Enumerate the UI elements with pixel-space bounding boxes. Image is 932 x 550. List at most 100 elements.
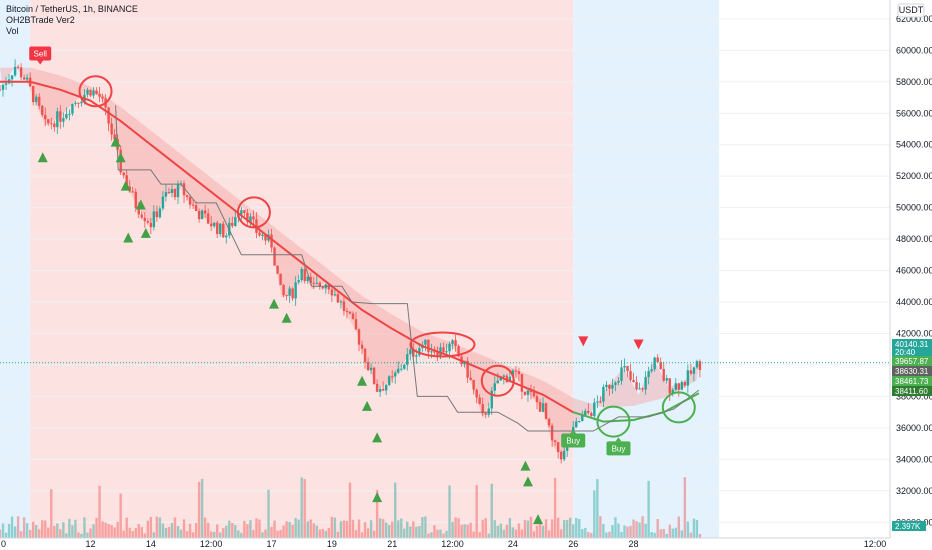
volume-bar [152, 532, 156, 538]
candle-body [22, 77, 26, 80]
volume-bar [590, 532, 593, 538]
volume-bar [596, 479, 599, 538]
volume-bar [602, 523, 605, 538]
y-tick-label: 58000.00 [896, 77, 932, 87]
candle-body [149, 222, 153, 228]
volume-bar [629, 525, 632, 538]
candle-body [107, 107, 110, 124]
volume-bar [321, 529, 325, 538]
y-tick-label: 32000.00 [896, 486, 932, 496]
volume-bar [472, 531, 475, 538]
sell-arrow-icon [633, 339, 644, 350]
candle-body [394, 372, 397, 377]
volume-bar [674, 527, 677, 538]
candle-body [339, 301, 343, 303]
candle-body [19, 67, 23, 78]
candle-body [297, 280, 300, 283]
candle-body [381, 389, 385, 391]
candle-body [306, 276, 309, 282]
candle-body [526, 390, 530, 395]
volume-bar [255, 518, 258, 538]
volume-bar [484, 518, 487, 538]
volume-bar [632, 519, 635, 538]
volume-bar [493, 520, 496, 538]
candle-body [538, 402, 542, 412]
volume-bar [219, 532, 222, 538]
candle-body [56, 111, 59, 128]
candle-body [203, 210, 207, 214]
candle-body [31, 86, 35, 103]
candle-body [400, 368, 403, 370]
volume-bar [439, 529, 442, 538]
candle-body [77, 102, 80, 104]
candle-body [155, 211, 159, 218]
volume-bar [92, 524, 95, 538]
candle-body [276, 265, 279, 274]
candle-body [261, 235, 264, 237]
candle-body [164, 192, 168, 197]
volume-bar [695, 519, 699, 538]
candle-body [95, 90, 98, 94]
candle-body [303, 269, 306, 282]
volume-bar [279, 529, 282, 538]
candle-body [65, 113, 68, 119]
volume-bar [529, 516, 533, 538]
volume-bar [644, 523, 647, 538]
candle-body [481, 403, 484, 414]
volume-bar [53, 526, 56, 538]
candle-body [200, 210, 204, 220]
currency-badge: USDT [897, 3, 925, 18]
volume-bar [149, 516, 153, 538]
candle-body [16, 66, 20, 68]
candle-body [315, 282, 318, 284]
volume-bar [41, 520, 44, 538]
volume-bar [689, 532, 693, 538]
volume-bar [213, 531, 216, 538]
candle-body [152, 211, 156, 228]
candle-body [650, 369, 653, 372]
highlight-circle [236, 196, 271, 229]
volume-bar [517, 523, 521, 538]
volume-bar [372, 530, 376, 538]
volume-bar [312, 523, 315, 538]
volume-bar [466, 524, 469, 538]
volume-bar [562, 520, 566, 538]
support-line [115, 105, 700, 432]
volume-bar [662, 528, 665, 538]
candle-body [363, 348, 367, 363]
signal-tag-box [561, 433, 586, 448]
candle-body [608, 384, 611, 389]
volume-bar [327, 528, 331, 538]
volume-bar [86, 532, 89, 538]
volume-bar [457, 518, 460, 538]
volume-bar [514, 529, 518, 538]
candle-body [345, 311, 349, 313]
candle-body [170, 189, 174, 194]
volume-bar [569, 517, 572, 538]
candle-body [140, 214, 143, 218]
volume-bar [16, 516, 20, 538]
volume-bar [155, 516, 159, 538]
volume-bar [62, 522, 65, 538]
candle-body [478, 397, 481, 404]
volume-bar [122, 530, 125, 538]
candle-body [270, 234, 273, 248]
candle-body [614, 382, 617, 385]
volume-bar [544, 519, 548, 538]
price-tag-box [892, 366, 932, 376]
candle-body [454, 340, 457, 346]
volume-bar [400, 518, 403, 538]
volume-bar [369, 520, 373, 538]
candle-body [433, 351, 436, 353]
candle-body [110, 123, 113, 135]
candle-body [74, 102, 77, 104]
volume-bar [134, 528, 137, 538]
candle-body [451, 340, 454, 344]
highlight-circle [596, 405, 631, 438]
volume-bar [74, 519, 77, 538]
candle-body [282, 284, 285, 296]
volume-bar [167, 526, 171, 538]
candle-body [605, 384, 608, 387]
candle-body [617, 380, 620, 383]
